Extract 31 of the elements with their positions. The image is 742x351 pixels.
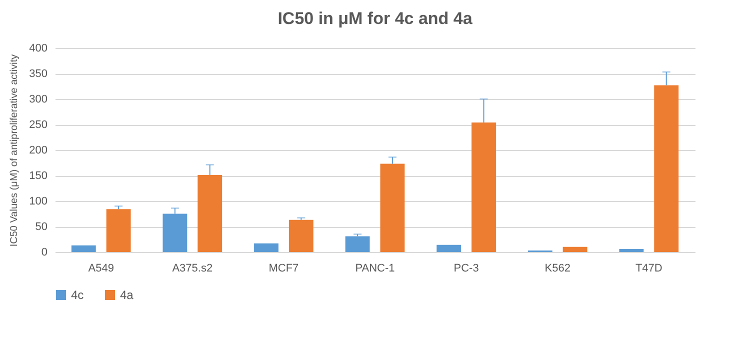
bar [619,248,644,252]
bar [654,85,679,252]
y-tick-label: 200 [29,144,48,156]
x-tick-label: PANC-1 [355,262,395,274]
x-tick-label: K562 [544,262,570,274]
bar [436,244,462,252]
bar [562,246,588,252]
y-tick-label: 100 [29,196,48,208]
bar [71,245,96,252]
y-tick-label: 150 [29,170,48,182]
y-tick-label: 250 [29,119,48,131]
y-tick-label: 50 [35,221,48,233]
bar [472,122,496,252]
y-tick-label: 400 [29,42,48,54]
x-tick-label: A549 [88,262,114,274]
y-tick-label: 300 [29,94,48,106]
bar [106,209,131,252]
x-tick-label: A375.s2 [172,262,213,274]
x-tick-label: T47D [635,262,662,274]
chart-title: IC50 in μM for 4c and 4a [278,9,473,28]
legend-label: 4c [71,288,84,302]
x-tick-label: MCF7 [268,262,299,274]
legend-label: 4a [120,288,134,302]
y-tick-label: 0 [41,246,48,258]
y-axis-title: IC50 Values (μM) of antiproliferative activity [9,54,20,247]
x-tick-label: PC-3 [454,262,479,274]
bar [288,220,314,252]
y-tick-label: 350 [29,68,48,80]
bar [254,243,278,252]
bar [380,164,405,252]
bar [198,174,222,252]
